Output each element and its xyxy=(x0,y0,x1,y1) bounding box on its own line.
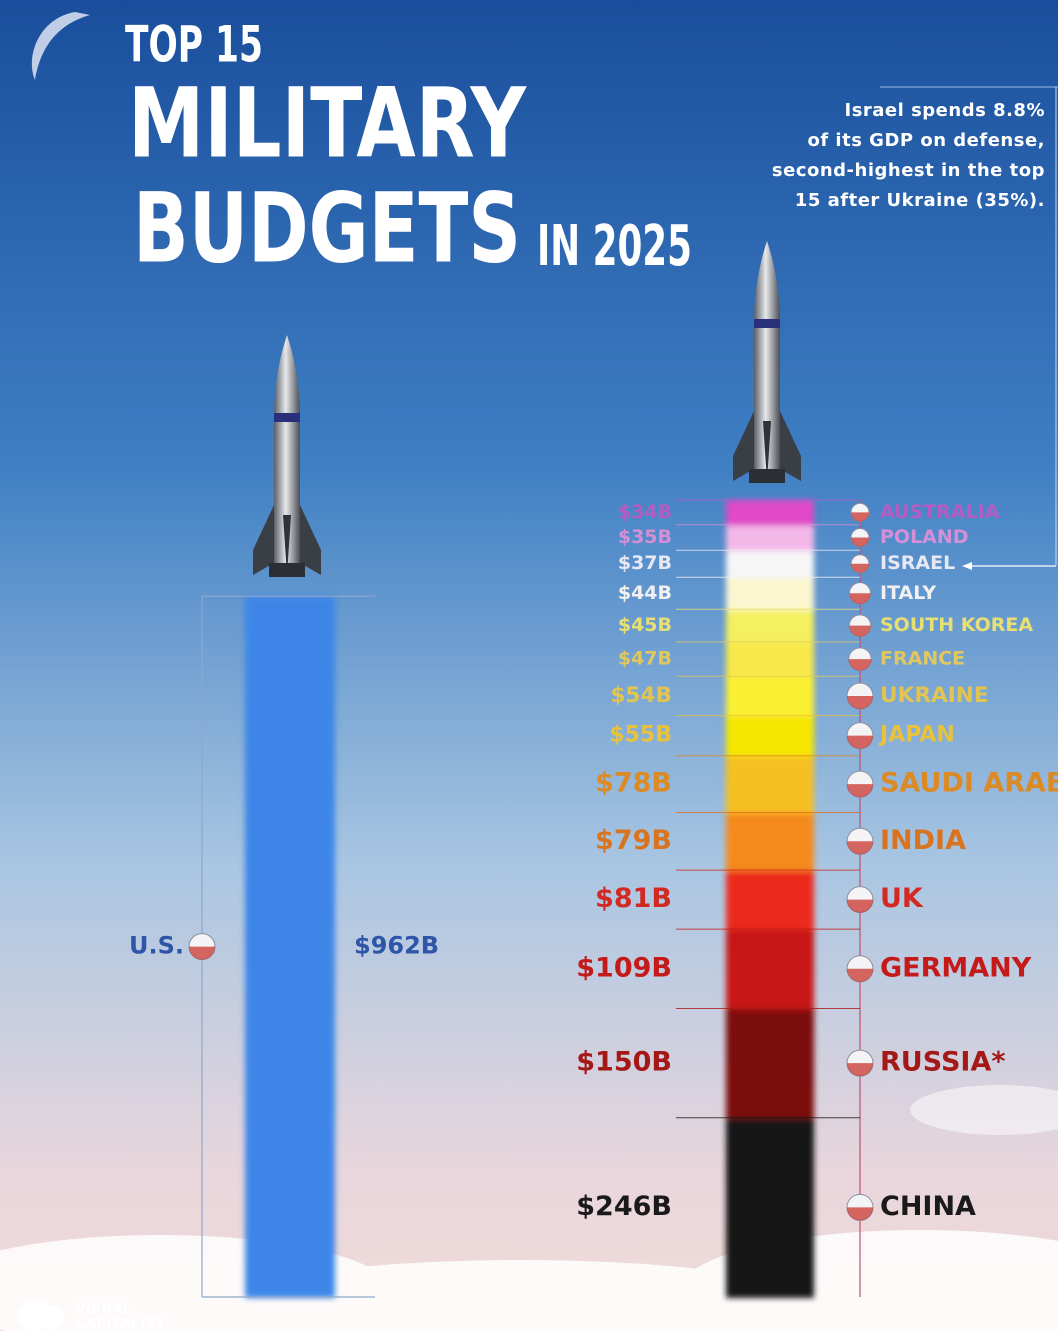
title-suffix: IN 2025 xyxy=(537,214,692,279)
exhaust-segment xyxy=(726,676,814,717)
category-label: POLAND xyxy=(880,526,969,548)
flag xyxy=(847,784,873,798)
annotation: of its GDP on defense, xyxy=(807,130,1045,151)
value-label: $37B xyxy=(618,552,672,574)
value-label: $109B xyxy=(576,952,672,983)
category-label: AUSTRALIA xyxy=(880,501,1000,523)
category-label: INDIA xyxy=(880,825,966,856)
exhaust-segment xyxy=(726,500,814,526)
category-label: U.S. xyxy=(129,932,184,960)
category-label: SAUDI ARABIA xyxy=(880,768,1058,799)
exhaust-segment xyxy=(726,755,814,814)
value-label: $55B xyxy=(609,723,672,748)
category-label: UK xyxy=(880,883,924,914)
moon xyxy=(31,12,90,80)
value-label: $81B xyxy=(595,883,672,914)
category-label: ISRAEL xyxy=(880,552,955,574)
flag xyxy=(851,537,869,547)
value-label: $35B xyxy=(618,526,672,548)
annotation-arrowhead xyxy=(962,562,972,570)
value-label: $44B xyxy=(618,582,672,604)
exhaust-segment xyxy=(726,577,814,611)
exhaust xyxy=(726,500,814,1298)
flag xyxy=(848,659,872,671)
flag xyxy=(847,899,873,913)
logo: VISUAL CAPITALIST xyxy=(19,1300,165,1332)
title-line: BUDGETS xyxy=(133,172,521,284)
value-label: $79B xyxy=(595,825,672,856)
value-label: $45B xyxy=(618,614,672,636)
exhaust-segment xyxy=(726,609,814,644)
category-label: UKRAINE xyxy=(880,683,989,708)
category-label: RUSSIA* xyxy=(880,1047,1005,1078)
flag xyxy=(851,512,869,522)
exhaust-segment xyxy=(726,812,814,872)
exhaust-segment xyxy=(726,1117,814,1298)
value-label: $150B xyxy=(576,1047,672,1078)
value-label: $962B xyxy=(354,932,439,960)
exhaust-segment xyxy=(726,642,814,678)
category-label: CHINA xyxy=(880,1191,976,1222)
category-label: ITALY xyxy=(880,582,936,604)
category-label: GERMANY xyxy=(880,952,1032,983)
category-label: SOUTH KOREA xyxy=(880,614,1033,636)
annotation: Israel spends 8.8% xyxy=(845,100,1046,121)
exhaust-segment xyxy=(726,524,814,552)
flag xyxy=(847,1207,873,1221)
flag xyxy=(847,695,873,709)
logo-text: VISUAL xyxy=(75,1301,132,1317)
flag xyxy=(847,735,873,749)
title-line: MILITARY xyxy=(128,67,527,179)
logo-text: CAPITALIST xyxy=(75,1316,165,1331)
value-label: $47B xyxy=(618,648,672,670)
exhaust-segment xyxy=(726,1008,814,1119)
flag xyxy=(847,968,873,982)
exhaust-segment xyxy=(726,715,814,757)
flag xyxy=(847,1063,873,1077)
flag xyxy=(849,593,871,604)
flag xyxy=(847,841,873,855)
value-label: $78B xyxy=(595,768,672,799)
value-label: $34B xyxy=(618,501,672,523)
annotation: second-highest in the top xyxy=(772,160,1045,181)
annotation: 15 after Ukraine (35%). xyxy=(795,190,1045,211)
exhaust-segment xyxy=(726,870,814,931)
category-label: JAPAN xyxy=(878,723,955,748)
flag xyxy=(189,946,215,960)
exhaust-segment xyxy=(726,550,814,579)
value-label: $54B xyxy=(610,683,672,708)
exhaust xyxy=(245,596,335,1298)
exhaust-segment xyxy=(726,929,814,1010)
exhaust-segment xyxy=(245,596,335,1298)
flag xyxy=(851,563,869,573)
value-label: $246B xyxy=(576,1191,672,1222)
category-label: FRANCE xyxy=(880,648,965,670)
flag xyxy=(849,625,871,637)
title-line: TOP 15 xyxy=(125,16,263,74)
